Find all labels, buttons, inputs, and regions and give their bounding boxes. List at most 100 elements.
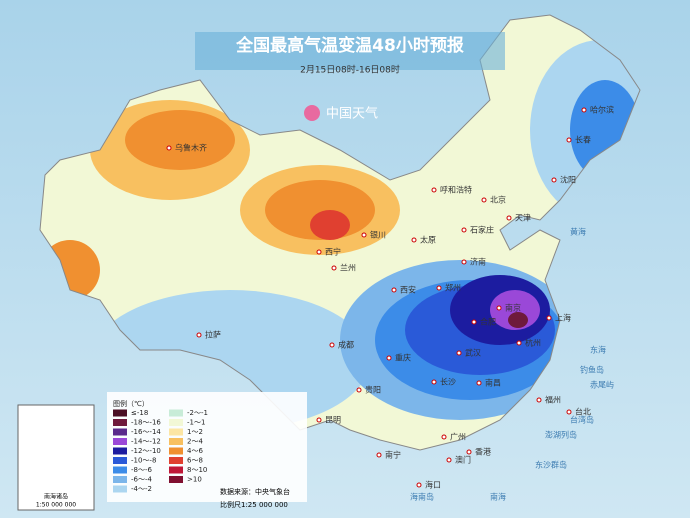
sea-label: 钓鱼岛	[580, 365, 604, 375]
legend-swatch	[169, 428, 183, 436]
legend-label: -12～-10	[131, 447, 161, 455]
city-dot	[446, 457, 452, 463]
legend-swatch	[113, 438, 127, 445]
legend-label: -6～-4	[131, 476, 153, 484]
legend-swatch	[113, 466, 127, 474]
legend-label: -8～-6	[131, 466, 153, 474]
legend-swatch	[169, 419, 183, 426]
city-label: 沈阳	[560, 175, 576, 185]
subtitle: 2月15日08时-16日08时	[300, 64, 400, 76]
city-dot	[416, 482, 422, 488]
city-dot	[456, 350, 462, 356]
city-label: 南宁	[385, 450, 401, 460]
title: 全国最高气温变温48小时预报	[235, 35, 464, 56]
city-dot	[386, 355, 392, 361]
legend-label: -14～-12	[131, 438, 161, 446]
city-label: 兰州	[340, 263, 356, 273]
legend-label: -4～-2	[131, 485, 152, 493]
city-label: 济南	[470, 257, 486, 267]
city-dot	[196, 332, 202, 338]
city-label: 呼和浩特	[440, 185, 472, 195]
title-band	[195, 32, 505, 70]
city-dot	[316, 417, 322, 423]
city-label: 合肥	[480, 317, 496, 327]
legend-swatch	[169, 409, 183, 417]
city-label: 贵阳	[365, 385, 381, 395]
city-label: 银川	[370, 230, 386, 240]
legend-label: -18～-16	[131, 419, 161, 427]
city-label: 拉萨	[205, 330, 221, 340]
legend-label: -10～-8	[131, 457, 156, 465]
city-dot	[476, 380, 482, 386]
city-dot	[331, 265, 337, 271]
sea-label: 澎湖列岛	[545, 430, 577, 440]
city-label: 香港	[475, 447, 491, 457]
legend-label: -2～-1	[187, 409, 208, 417]
city-dot	[461, 227, 467, 233]
city-label: 重庆	[395, 353, 411, 363]
legend-swatch	[113, 457, 127, 464]
sea-label: 南海	[490, 492, 506, 502]
city-label: 西宁	[325, 247, 341, 257]
city-label: 澳门	[455, 455, 471, 465]
legend-label: >10	[187, 476, 202, 484]
city-dot	[431, 187, 437, 193]
legend-swatch	[113, 476, 127, 483]
legend-swatch	[169, 457, 183, 464]
legend-label: 1～2	[187, 428, 203, 436]
city-label: 武汉	[465, 348, 481, 358]
city-dot	[411, 237, 417, 243]
city-label: 哈尔滨	[590, 105, 614, 115]
city-dot	[566, 137, 572, 143]
legend-swatch	[169, 438, 183, 445]
city-label: 福州	[545, 396, 561, 405]
legend-label: -16～-14	[131, 428, 161, 436]
sea-label: 东沙群岛	[535, 460, 567, 470]
city-dot	[166, 145, 172, 151]
city-dot	[471, 319, 477, 325]
city-label: 长沙	[440, 377, 456, 387]
logo: 中国天气	[326, 106, 378, 122]
legend-swatch	[169, 447, 183, 455]
legend-swatch	[113, 447, 127, 455]
city-label: 杭州	[525, 338, 541, 348]
sea-label: 赤尾屿	[590, 381, 614, 390]
legend-swatch	[113, 419, 127, 426]
legend-swatch	[113, 485, 127, 493]
sea-label: 黄海	[570, 227, 586, 237]
city-dot	[581, 107, 587, 113]
sea-label: 台湾岛	[570, 415, 594, 425]
city-dot	[361, 232, 367, 238]
city-dot	[356, 387, 362, 393]
inset	[17, 404, 95, 511]
logo-icon	[304, 105, 320, 121]
legend-label: 6～8	[187, 457, 203, 465]
city-label: 石家庄	[470, 225, 494, 235]
city-label: 广州	[450, 432, 466, 442]
legend-label: 4～6	[187, 447, 203, 455]
city-dot	[329, 342, 335, 348]
city-label: 乌鲁木齐	[175, 143, 207, 153]
city-label: 昆明	[325, 416, 341, 425]
legend-swatch	[169, 466, 183, 474]
legend-swatch	[113, 428, 127, 436]
city-label: 长春	[575, 135, 591, 145]
legend	[107, 392, 307, 502]
city-dot	[376, 452, 382, 458]
source: 数据来源：中央气象台	[220, 487, 290, 496]
city-label: 西安	[400, 285, 416, 295]
legend-label: 2～4	[187, 438, 203, 446]
city-dot	[566, 409, 572, 415]
city-dot	[496, 305, 502, 311]
city-label: 天津	[515, 213, 531, 223]
inset-label: 南海诸岛	[44, 493, 68, 501]
sea-label: 海南岛	[410, 492, 434, 502]
city-dot	[461, 259, 467, 265]
city-dot	[436, 285, 442, 291]
city-label: 郑州	[445, 283, 461, 293]
city-dot	[546, 315, 552, 321]
legend-swatch	[169, 476, 183, 483]
city-dot	[536, 397, 542, 403]
city-label: 成都	[338, 340, 354, 350]
